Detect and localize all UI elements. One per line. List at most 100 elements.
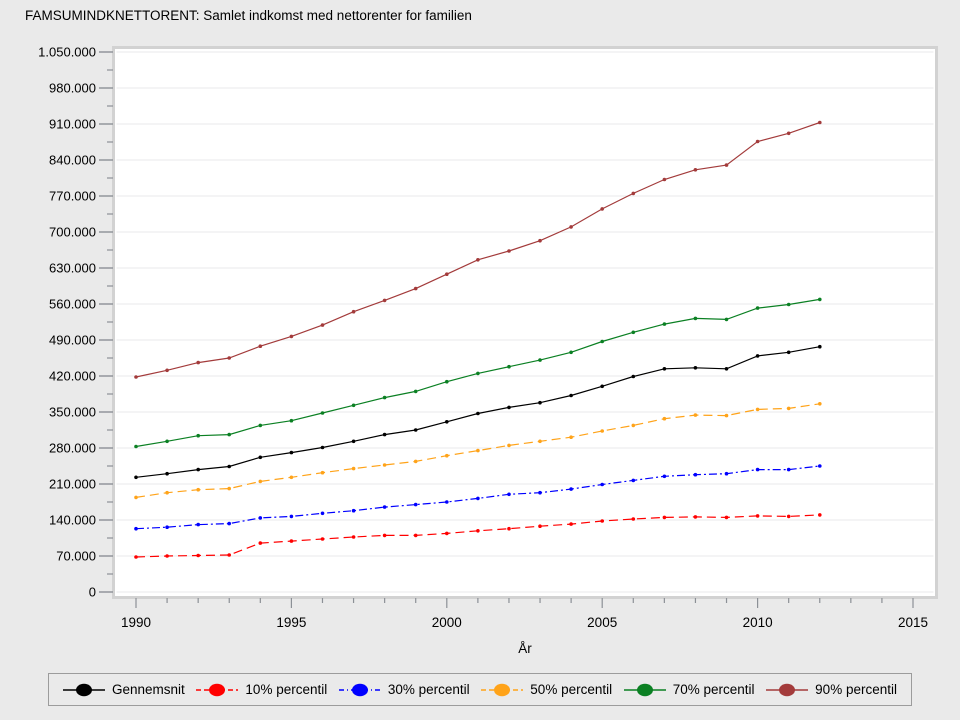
y-tick-label: 70.000	[56, 549, 96, 564]
data-point	[662, 515, 667, 520]
data-point	[134, 555, 138, 559]
data-point	[662, 474, 667, 479]
y-tick-label: 630.000	[49, 261, 96, 276]
data-point	[289, 418, 294, 423]
data-point	[351, 309, 356, 314]
data-point	[755, 407, 760, 412]
data-point	[569, 393, 573, 398]
data-point	[320, 511, 325, 516]
data-point	[196, 467, 200, 472]
data-point	[507, 443, 511, 448]
data-point	[818, 297, 822, 302]
data-point	[755, 306, 760, 310]
data-point	[227, 356, 231, 360]
data-point	[445, 420, 449, 424]
data-point	[165, 554, 169, 558]
data-point	[351, 508, 356, 513]
data-point	[724, 471, 729, 476]
data-point	[258, 479, 263, 484]
data-point	[786, 302, 791, 307]
x-tick-label: 1990	[121, 615, 151, 630]
data-point	[227, 486, 231, 491]
data-point	[724, 413, 729, 418]
data-point	[818, 513, 822, 517]
series-line	[135, 403, 820, 498]
y-tick-label: 1.050.000	[38, 45, 96, 60]
data-point	[196, 487, 200, 492]
data-point	[382, 463, 387, 467]
data-point	[569, 225, 573, 229]
legend-entry-50-percentil: 50% percentil	[481, 682, 612, 698]
data-point	[631, 478, 636, 483]
y-tick-label: 980.000	[49, 81, 96, 96]
data-point	[662, 322, 667, 326]
data-point	[507, 492, 511, 497]
data-point	[569, 435, 573, 440]
y-tick-label: 210.000	[49, 477, 96, 492]
data-point	[320, 411, 325, 415]
legend-label: 70% percentil	[672, 682, 755, 697]
data-point	[165, 525, 169, 529]
legend-entry-gennemsnit: Gennemsnit	[63, 682, 185, 698]
y-tick-label: 840.000	[49, 153, 96, 168]
data-point	[538, 238, 542, 243]
data-point	[569, 350, 573, 355]
data-point	[569, 487, 573, 491]
data-point	[320, 323, 325, 327]
data-point	[631, 330, 636, 335]
data-point	[445, 272, 449, 277]
data-point	[196, 553, 200, 558]
data-point	[320, 470, 325, 475]
data-point	[631, 423, 636, 428]
data-point	[600, 482, 604, 487]
legend-marker-icon	[196, 683, 239, 696]
data-point	[818, 464, 822, 468]
data-point	[227, 432, 231, 437]
data-point	[258, 541, 263, 545]
data-point	[600, 384, 604, 389]
data-point	[445, 379, 449, 384]
data-point	[413, 502, 418, 507]
legend-label: 90% percentil	[815, 682, 897, 697]
y-tick-label: 770.000	[49, 189, 96, 204]
data-point	[693, 316, 698, 321]
data-point	[134, 375, 138, 379]
data-point	[631, 191, 636, 196]
chart-legend: Gennemsnit 10% percentil 30% percentil 50% …	[48, 673, 912, 706]
data-point	[755, 354, 760, 358]
data-point	[289, 539, 294, 543]
plot-area	[112, 46, 938, 599]
data-point	[445, 500, 449, 504]
data-point	[600, 519, 604, 523]
data-point	[507, 249, 511, 253]
data-point	[693, 413, 698, 417]
data-point	[134, 444, 138, 449]
data-point	[134, 495, 138, 500]
y-tick-label: 280.000	[49, 441, 96, 456]
data-point	[382, 505, 387, 509]
data-point	[382, 298, 387, 303]
x-tick-label: 2015	[898, 615, 928, 630]
data-point	[569, 522, 573, 526]
data-point	[476, 371, 480, 376]
data-point	[818, 402, 822, 406]
y-tick-label: 140.000	[49, 513, 96, 528]
data-point	[134, 526, 138, 531]
data-point	[445, 453, 449, 458]
legend-entry-90-percentil: 90% percentil	[766, 682, 897, 698]
data-point	[413, 286, 418, 291]
data-point	[476, 448, 480, 453]
data-point	[755, 467, 760, 472]
data-point	[165, 368, 169, 373]
data-point	[631, 517, 636, 521]
legend-entry-30-percentil: 30% percentil	[338, 682, 470, 698]
data-point	[382, 533, 387, 538]
data-point	[351, 403, 356, 408]
x-tick-label: 1995	[276, 615, 306, 630]
data-point	[600, 207, 604, 211]
data-point	[351, 439, 356, 444]
data-point	[289, 514, 294, 519]
x-tick-label: 2005	[587, 615, 617, 630]
data-point	[196, 522, 200, 527]
legend-label: 30% percentil	[387, 682, 470, 697]
